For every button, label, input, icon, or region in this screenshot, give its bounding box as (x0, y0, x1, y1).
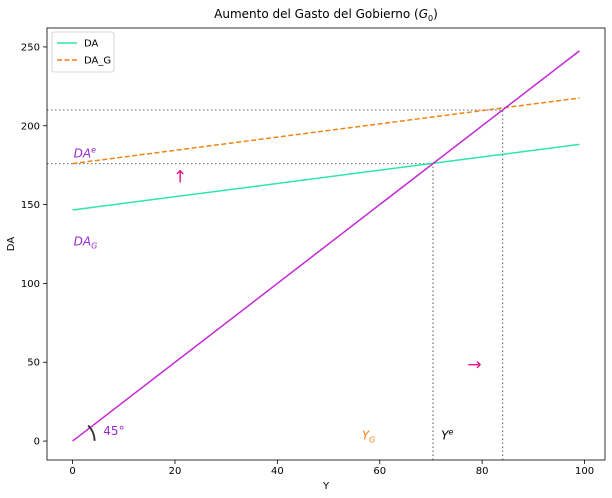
x-tick-label: 40 (271, 466, 284, 477)
legend-label-da: DA (84, 39, 99, 50)
y-tick-label: 100 (21, 279, 40, 290)
plot-frame (46, 27, 606, 461)
x-tick-label: 100 (575, 466, 594, 477)
legend-label-da-g: DA_G (84, 56, 111, 67)
x-tick-label: 0 (69, 466, 75, 477)
plot-area: DAe DAG YG Ye 45° ↑ → (47, 50, 580, 460)
arrow-up-icon: ↑ (173, 168, 187, 188)
y-tick-label: 50 (27, 358, 40, 369)
chart-title: Aumento del Gasto del Gobierno (G0) (214, 7, 438, 23)
x-tick-label: 60 (373, 466, 386, 477)
annotation-0: DAe (74, 145, 96, 160)
x-axis-label: Y (322, 481, 330, 492)
y-tick-label: 0 (34, 437, 40, 448)
series-line-da-g (72, 97, 580, 165)
annotation-2: YG (362, 429, 376, 445)
y-axis-label: DA (6, 237, 17, 252)
legend-box (51, 31, 115, 73)
annotation-3: Ye (441, 428, 453, 443)
legend: DA DA_G (51, 31, 115, 73)
x-tick-label: 80 (476, 466, 489, 477)
annotation-1: DAG (74, 235, 98, 251)
y-tick-label: 150 (21, 200, 40, 211)
annotation-4: 45° (103, 424, 124, 438)
x-tick-label: 20 (169, 466, 182, 477)
y-tick-label: 200 (21, 121, 40, 132)
arrow-right-icon: → (467, 355, 481, 375)
axis-ticks: 0 20 40 60 80 100 0 50 100 150 200 250 (21, 42, 594, 477)
series-line-da (72, 143, 580, 211)
series-line-diagonal-45 (72, 50, 580, 442)
y-tick-label: 250 (21, 42, 40, 53)
angle-arc-icon (87, 424, 96, 441)
